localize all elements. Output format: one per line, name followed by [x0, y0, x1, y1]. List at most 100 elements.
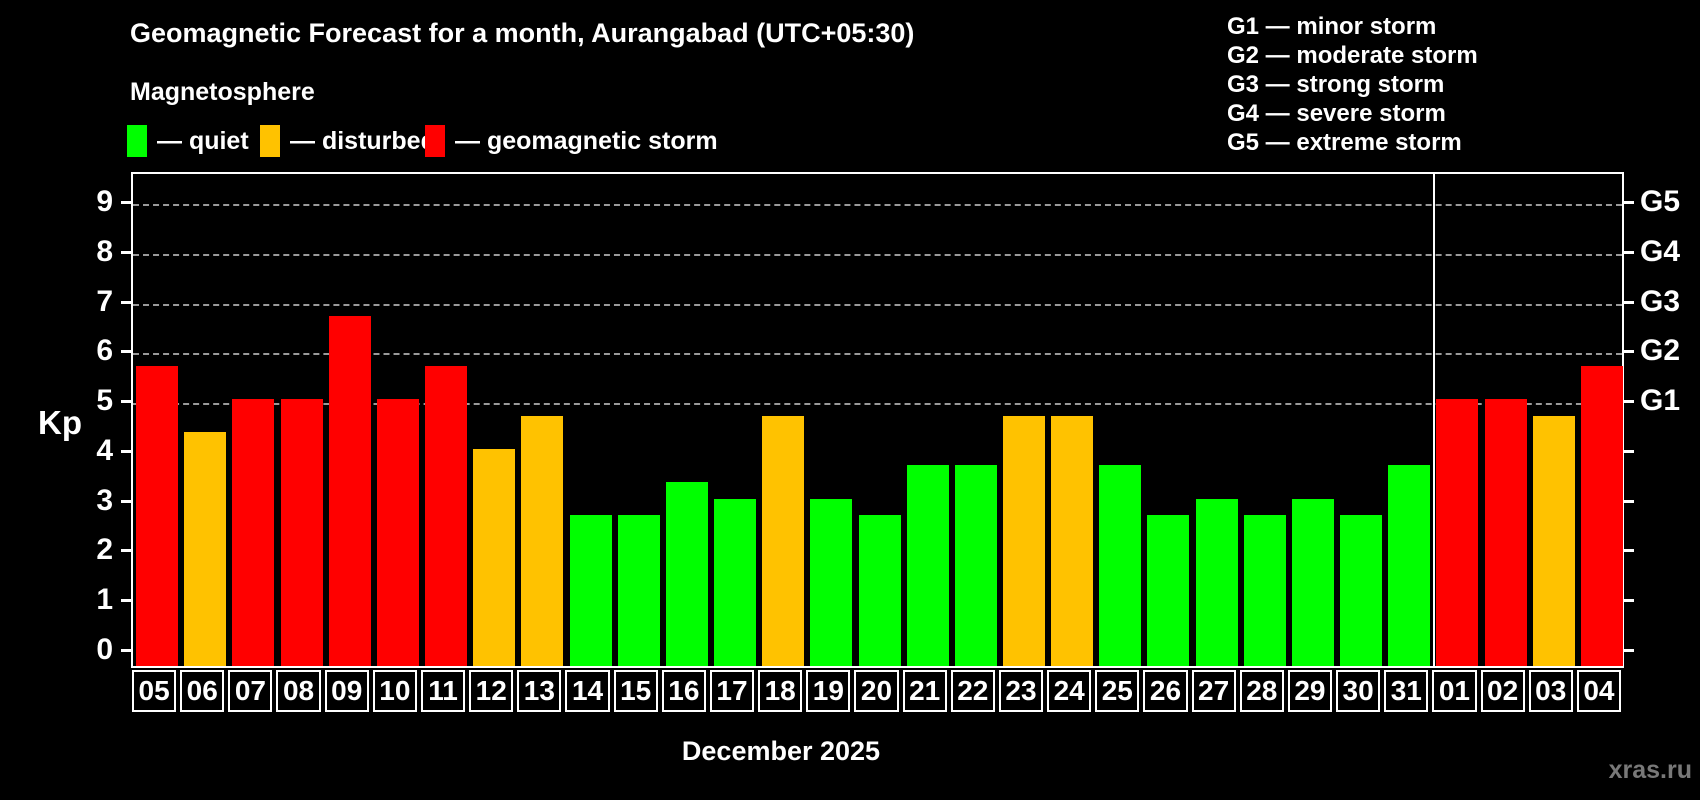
gridline-kp7 — [133, 303, 1622, 306]
bar-day-18 — [762, 415, 805, 666]
g-scale-label-G3: G3 — [1640, 284, 1681, 318]
bar-day-28 — [1243, 515, 1286, 666]
page-title: Geomagnetic Forecast for a month, Aurang… — [130, 18, 915, 48]
day-label-28: 28 — [1239, 670, 1284, 712]
bar-day-25 — [1099, 465, 1142, 666]
storm-scale-g3: G3 — strong storm — [1227, 71, 1445, 98]
kp-tick-label-2: 2 — [96, 533, 113, 567]
storm-color-swatch — [425, 125, 445, 157]
kp-tick-label-1: 1 — [96, 583, 113, 617]
kp-tick-label-4: 4 — [96, 433, 113, 467]
legend-label-disturbed: — disturbed — [290, 126, 436, 155]
gridline-kp5 — [133, 403, 1622, 406]
day-label-12: 12 — [469, 670, 514, 712]
bar-day-17 — [714, 498, 757, 666]
day-label-26: 26 — [1143, 670, 1188, 712]
gridline-kp8 — [133, 253, 1622, 256]
bar-day-01 — [1436, 399, 1479, 666]
storm-scale-legend: G1 — minor storm G2 — moderate storm G3 … — [1227, 12, 1478, 157]
bar-day-10 — [376, 399, 419, 666]
legend-label-quiet: — quiet — [157, 126, 249, 155]
day-label-09: 09 — [324, 670, 369, 712]
left-tick-6 — [121, 350, 131, 354]
day-label-04: 04 — [1576, 670, 1621, 712]
legend-item-disturbed: — disturbed — [260, 124, 436, 158]
kp-tick-label-6: 6 — [96, 334, 113, 368]
day-label-23: 23 — [998, 670, 1044, 712]
left-tick-5 — [121, 400, 131, 404]
legend-item-quiet: — quiet — [127, 124, 249, 158]
day-label-25: 25 — [1095, 670, 1140, 712]
day-label-24: 24 — [1047, 670, 1092, 712]
bar-day-22 — [954, 465, 997, 666]
kp-tick-label-9: 9 — [96, 184, 113, 218]
right-tick-2 — [1624, 549, 1634, 553]
bar-day-13 — [521, 415, 564, 666]
day-label-31: 31 — [1384, 670, 1429, 712]
bar-day-06 — [184, 432, 227, 666]
bar-day-23 — [1002, 415, 1045, 666]
day-label-03: 03 — [1528, 670, 1573, 712]
status-legend: — quiet — disturbed — geomagnetic storm — [127, 124, 827, 158]
day-label-13: 13 — [517, 670, 562, 712]
right-tick-6 — [1624, 350, 1634, 354]
day-label-18: 18 — [758, 670, 803, 712]
bar-day-14 — [569, 515, 612, 666]
g-scale-label-G1: G1 — [1640, 384, 1681, 418]
kp-tick-label-7: 7 — [96, 284, 113, 318]
day-label-06: 06 — [180, 670, 225, 712]
bar-day-03 — [1532, 415, 1575, 666]
bar-day-02 — [1484, 399, 1527, 666]
day-label-22: 22 — [950, 670, 995, 712]
disturbed-color-swatch — [260, 125, 280, 157]
bar-day-15 — [617, 515, 660, 666]
quiet-color-swatch — [127, 125, 147, 157]
y-axis-title: Kp — [38, 404, 82, 441]
kp-tick-label-8: 8 — [96, 234, 113, 268]
bar-day-21 — [906, 465, 949, 666]
bar-day-08 — [280, 399, 323, 666]
right-tick-4 — [1624, 449, 1634, 453]
right-tick-1 — [1624, 599, 1634, 603]
day-label-17: 17 — [709, 670, 755, 712]
kp-tick-label-0: 0 — [96, 633, 113, 666]
day-label-05: 05 — [132, 670, 177, 712]
day-label-21: 21 — [902, 670, 947, 712]
gridline-kp6 — [133, 353, 1622, 356]
day-label-11: 11 — [420, 670, 466, 712]
left-tick-1 — [121, 599, 131, 603]
legend-label-storm: — geomagnetic storm — [455, 126, 718, 155]
right-tick-5 — [1624, 400, 1634, 404]
day-label-27: 27 — [1191, 670, 1236, 712]
bar-day-26 — [1147, 515, 1190, 666]
bar-day-31 — [1388, 465, 1431, 666]
bar-day-12 — [473, 448, 516, 666]
bar-day-07 — [232, 399, 275, 666]
g-scale-label-G2: G2 — [1640, 334, 1681, 368]
kp-tick-label-5: 5 — [96, 384, 113, 418]
storm-scale-g5: G5 — extreme storm — [1227, 129, 1462, 156]
g-scale-label-G4: G4 — [1640, 234, 1681, 268]
left-tick-9 — [121, 200, 131, 204]
day-label-20: 20 — [854, 670, 899, 712]
right-tick-7 — [1624, 300, 1634, 304]
bar-day-19 — [810, 498, 853, 666]
day-label-01: 01 — [1432, 670, 1477, 712]
bar-day-16 — [665, 482, 708, 666]
right-tick-3 — [1624, 499, 1634, 503]
chart-subtitle: Magnetosphere — [130, 78, 315, 106]
plot-area — [131, 172, 1624, 668]
day-label-08: 08 — [276, 670, 321, 712]
bar-day-11 — [425, 365, 468, 666]
storm-scale-g2: G2 — moderate storm — [1227, 42, 1478, 69]
bar-day-09 — [328, 315, 371, 666]
day-label-29: 29 — [1287, 670, 1333, 712]
right-tick-0 — [1624, 649, 1634, 652]
legend-item-storm: — geomagnetic storm — [425, 124, 718, 158]
day-label-07: 07 — [228, 670, 273, 712]
left-tick-3 — [121, 499, 131, 503]
left-tick-2 — [121, 549, 131, 553]
bar-day-29 — [1291, 498, 1334, 666]
bar-day-24 — [1051, 415, 1094, 666]
